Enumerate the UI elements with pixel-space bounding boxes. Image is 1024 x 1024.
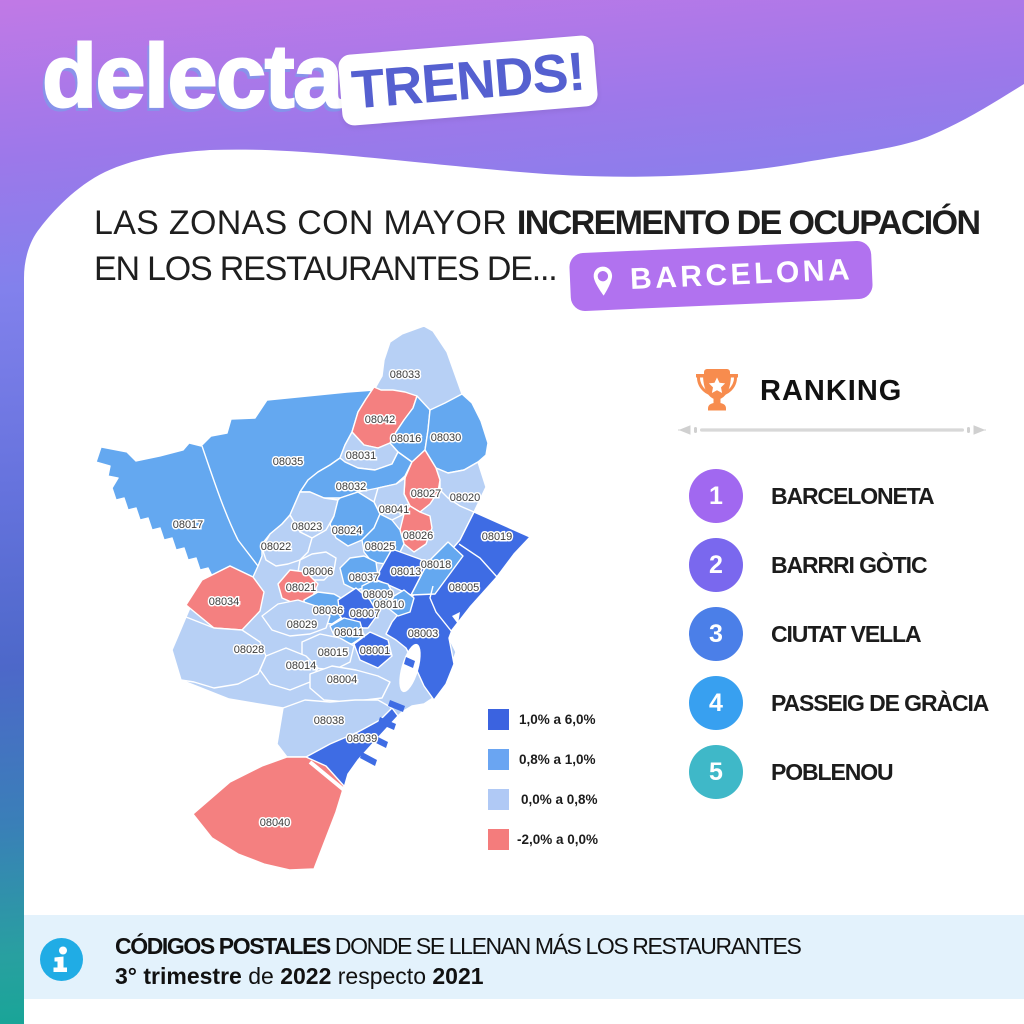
- svg-text:08001: 08001: [360, 645, 391, 657]
- svg-text:08029: 08029: [287, 619, 318, 631]
- svg-text:08028: 08028: [234, 644, 265, 656]
- svg-text:08036: 08036: [313, 605, 344, 617]
- svg-text:08026: 08026: [403, 530, 434, 542]
- svg-text:08031: 08031: [346, 450, 377, 462]
- svg-text:08037: 08037: [349, 572, 380, 584]
- svg-text:08041: 08041: [379, 504, 410, 516]
- svg-text:08005: 08005: [449, 582, 480, 594]
- svg-text:08016: 08016: [391, 433, 422, 445]
- svg-text:08021: 08021: [286, 582, 317, 594]
- svg-text:08035: 08035: [273, 456, 304, 468]
- svg-text:08009: 08009: [363, 589, 394, 601]
- svg-text:08024: 08024: [332, 525, 363, 537]
- svg-text:08025: 08025: [365, 541, 396, 553]
- svg-text:08011: 08011: [334, 627, 364, 639]
- svg-text:08017: 08017: [173, 519, 204, 531]
- svg-text:08022: 08022: [261, 541, 292, 553]
- svg-text:08039: 08039: [347, 733, 378, 745]
- svg-text:08042: 08042: [365, 414, 396, 426]
- svg-text:08007: 08007: [350, 608, 381, 620]
- svg-text:08004: 08004: [327, 674, 358, 686]
- svg-text:08033: 08033: [390, 369, 421, 381]
- svg-text:08018: 08018: [421, 559, 452, 571]
- svg-text:08030: 08030: [431, 432, 462, 444]
- svg-text:08032: 08032: [336, 481, 367, 493]
- svg-text:08038: 08038: [314, 715, 345, 727]
- svg-text:08003: 08003: [408, 628, 439, 640]
- svg-text:08010: 08010: [374, 599, 405, 611]
- svg-text:08019: 08019: [482, 531, 513, 543]
- svg-text:08020: 08020: [450, 492, 481, 504]
- svg-text:08023: 08023: [292, 521, 323, 533]
- svg-text:08006: 08006: [303, 566, 334, 578]
- svg-text:08014: 08014: [286, 660, 317, 672]
- svg-text:08027: 08027: [411, 488, 442, 500]
- svg-text:08015: 08015: [318, 647, 349, 659]
- svg-text:08034: 08034: [209, 596, 240, 608]
- svg-text:08040: 08040: [260, 817, 291, 829]
- svg-text:08013: 08013: [391, 566, 422, 578]
